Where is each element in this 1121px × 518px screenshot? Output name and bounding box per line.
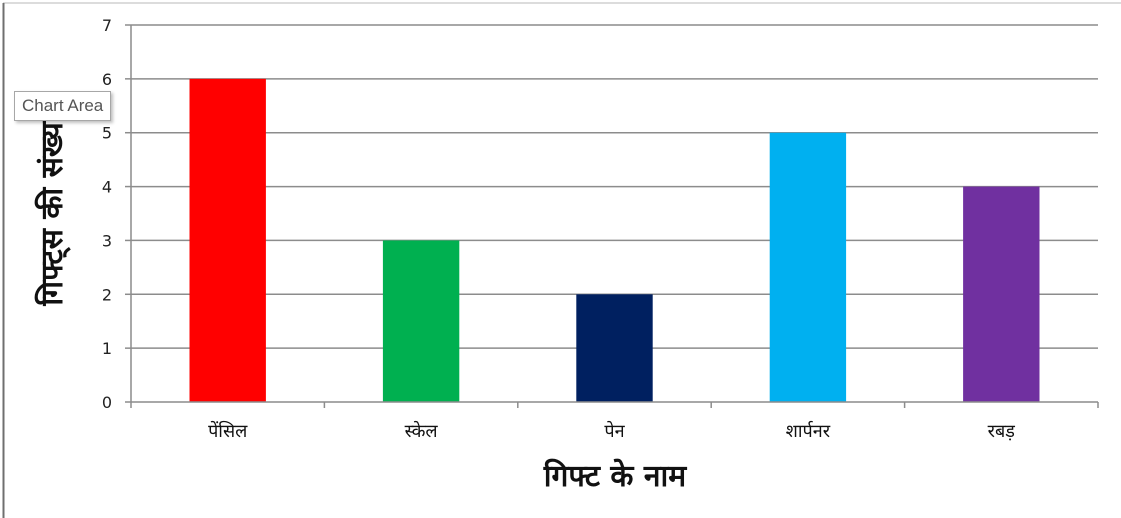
x-tick-label: पेन <box>604 420 625 442</box>
y-tick-label: 5 <box>102 124 112 143</box>
y-tick-label: 3 <box>102 231 112 250</box>
bar <box>382 240 460 402</box>
bar <box>769 132 847 402</box>
x-tick-label: पेंसिल <box>208 420 248 442</box>
y-axis-title: गिफ्ट्स की संख्या <box>34 113 71 306</box>
y-tick-label: 6 <box>102 70 112 89</box>
tick-labels: 0 1 2 3 4 5 6 7 पेंसिल स्केल पेन शार्पनर रबड़ <box>102 16 1015 442</box>
bars <box>189 78 1040 402</box>
x-tick-label: शार्पनर <box>786 420 831 442</box>
x-tick-label: स्केल <box>405 420 439 442</box>
y-tick-label: 7 <box>102 16 112 35</box>
x-axis-title: गिफ्ट के नाम <box>543 458 688 494</box>
x-tick-label: रबड़ <box>988 421 1016 442</box>
y-tick-label: 1 <box>102 339 112 358</box>
chart-area-tooltip: Chart Area <box>14 91 112 121</box>
y-tick-label: 0 <box>102 393 112 412</box>
gridlines <box>131 24 1098 349</box>
bar <box>963 186 1040 402</box>
axes <box>125 24 1099 408</box>
y-tick-label: 4 <box>102 178 112 197</box>
y-tick-label: 2 <box>102 285 112 304</box>
bar <box>189 78 266 402</box>
bar <box>576 294 653 402</box>
